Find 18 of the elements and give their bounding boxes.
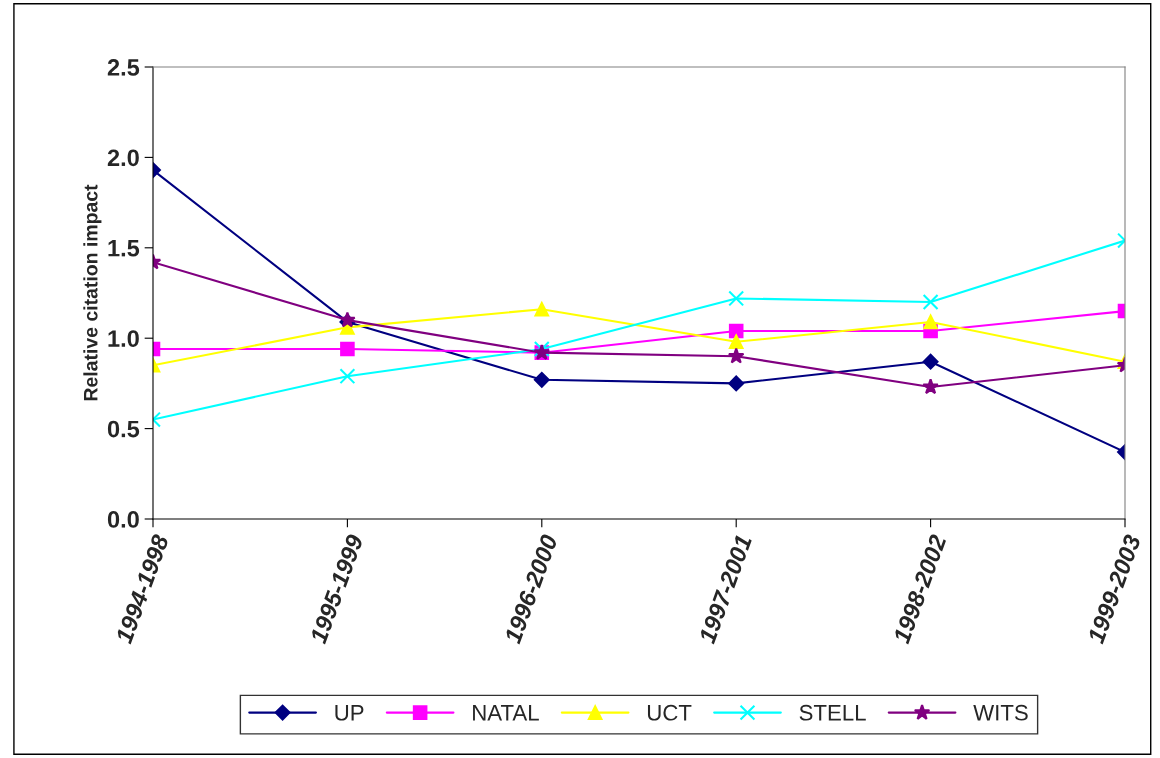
point: [728, 290, 745, 307]
point: [728, 334, 744, 350]
y-tick-label: 1.0: [108, 330, 139, 347]
y-tick-label: 0.5: [107, 420, 140, 438]
y-tick-label: 1.5: [108, 240, 140, 257]
legend-label: WITS: [973, 704, 1028, 721]
point: [533, 371, 550, 388]
legend-label: UCT: [647, 704, 692, 721]
point: [728, 375, 745, 392]
legend-label: NATAL: [473, 705, 539, 721]
point: [534, 301, 550, 317]
legend-label: STELL: [799, 704, 866, 721]
y-tick-label: 2.5: [107, 59, 140, 76]
y-axis-title: Relative citation impact: [83, 184, 102, 401]
legend-label: UP: [335, 705, 364, 721]
y-tick-label: 2.0: [107, 149, 139, 167]
y-tick-label: 0.0: [107, 511, 139, 528]
point: [727, 347, 745, 364]
